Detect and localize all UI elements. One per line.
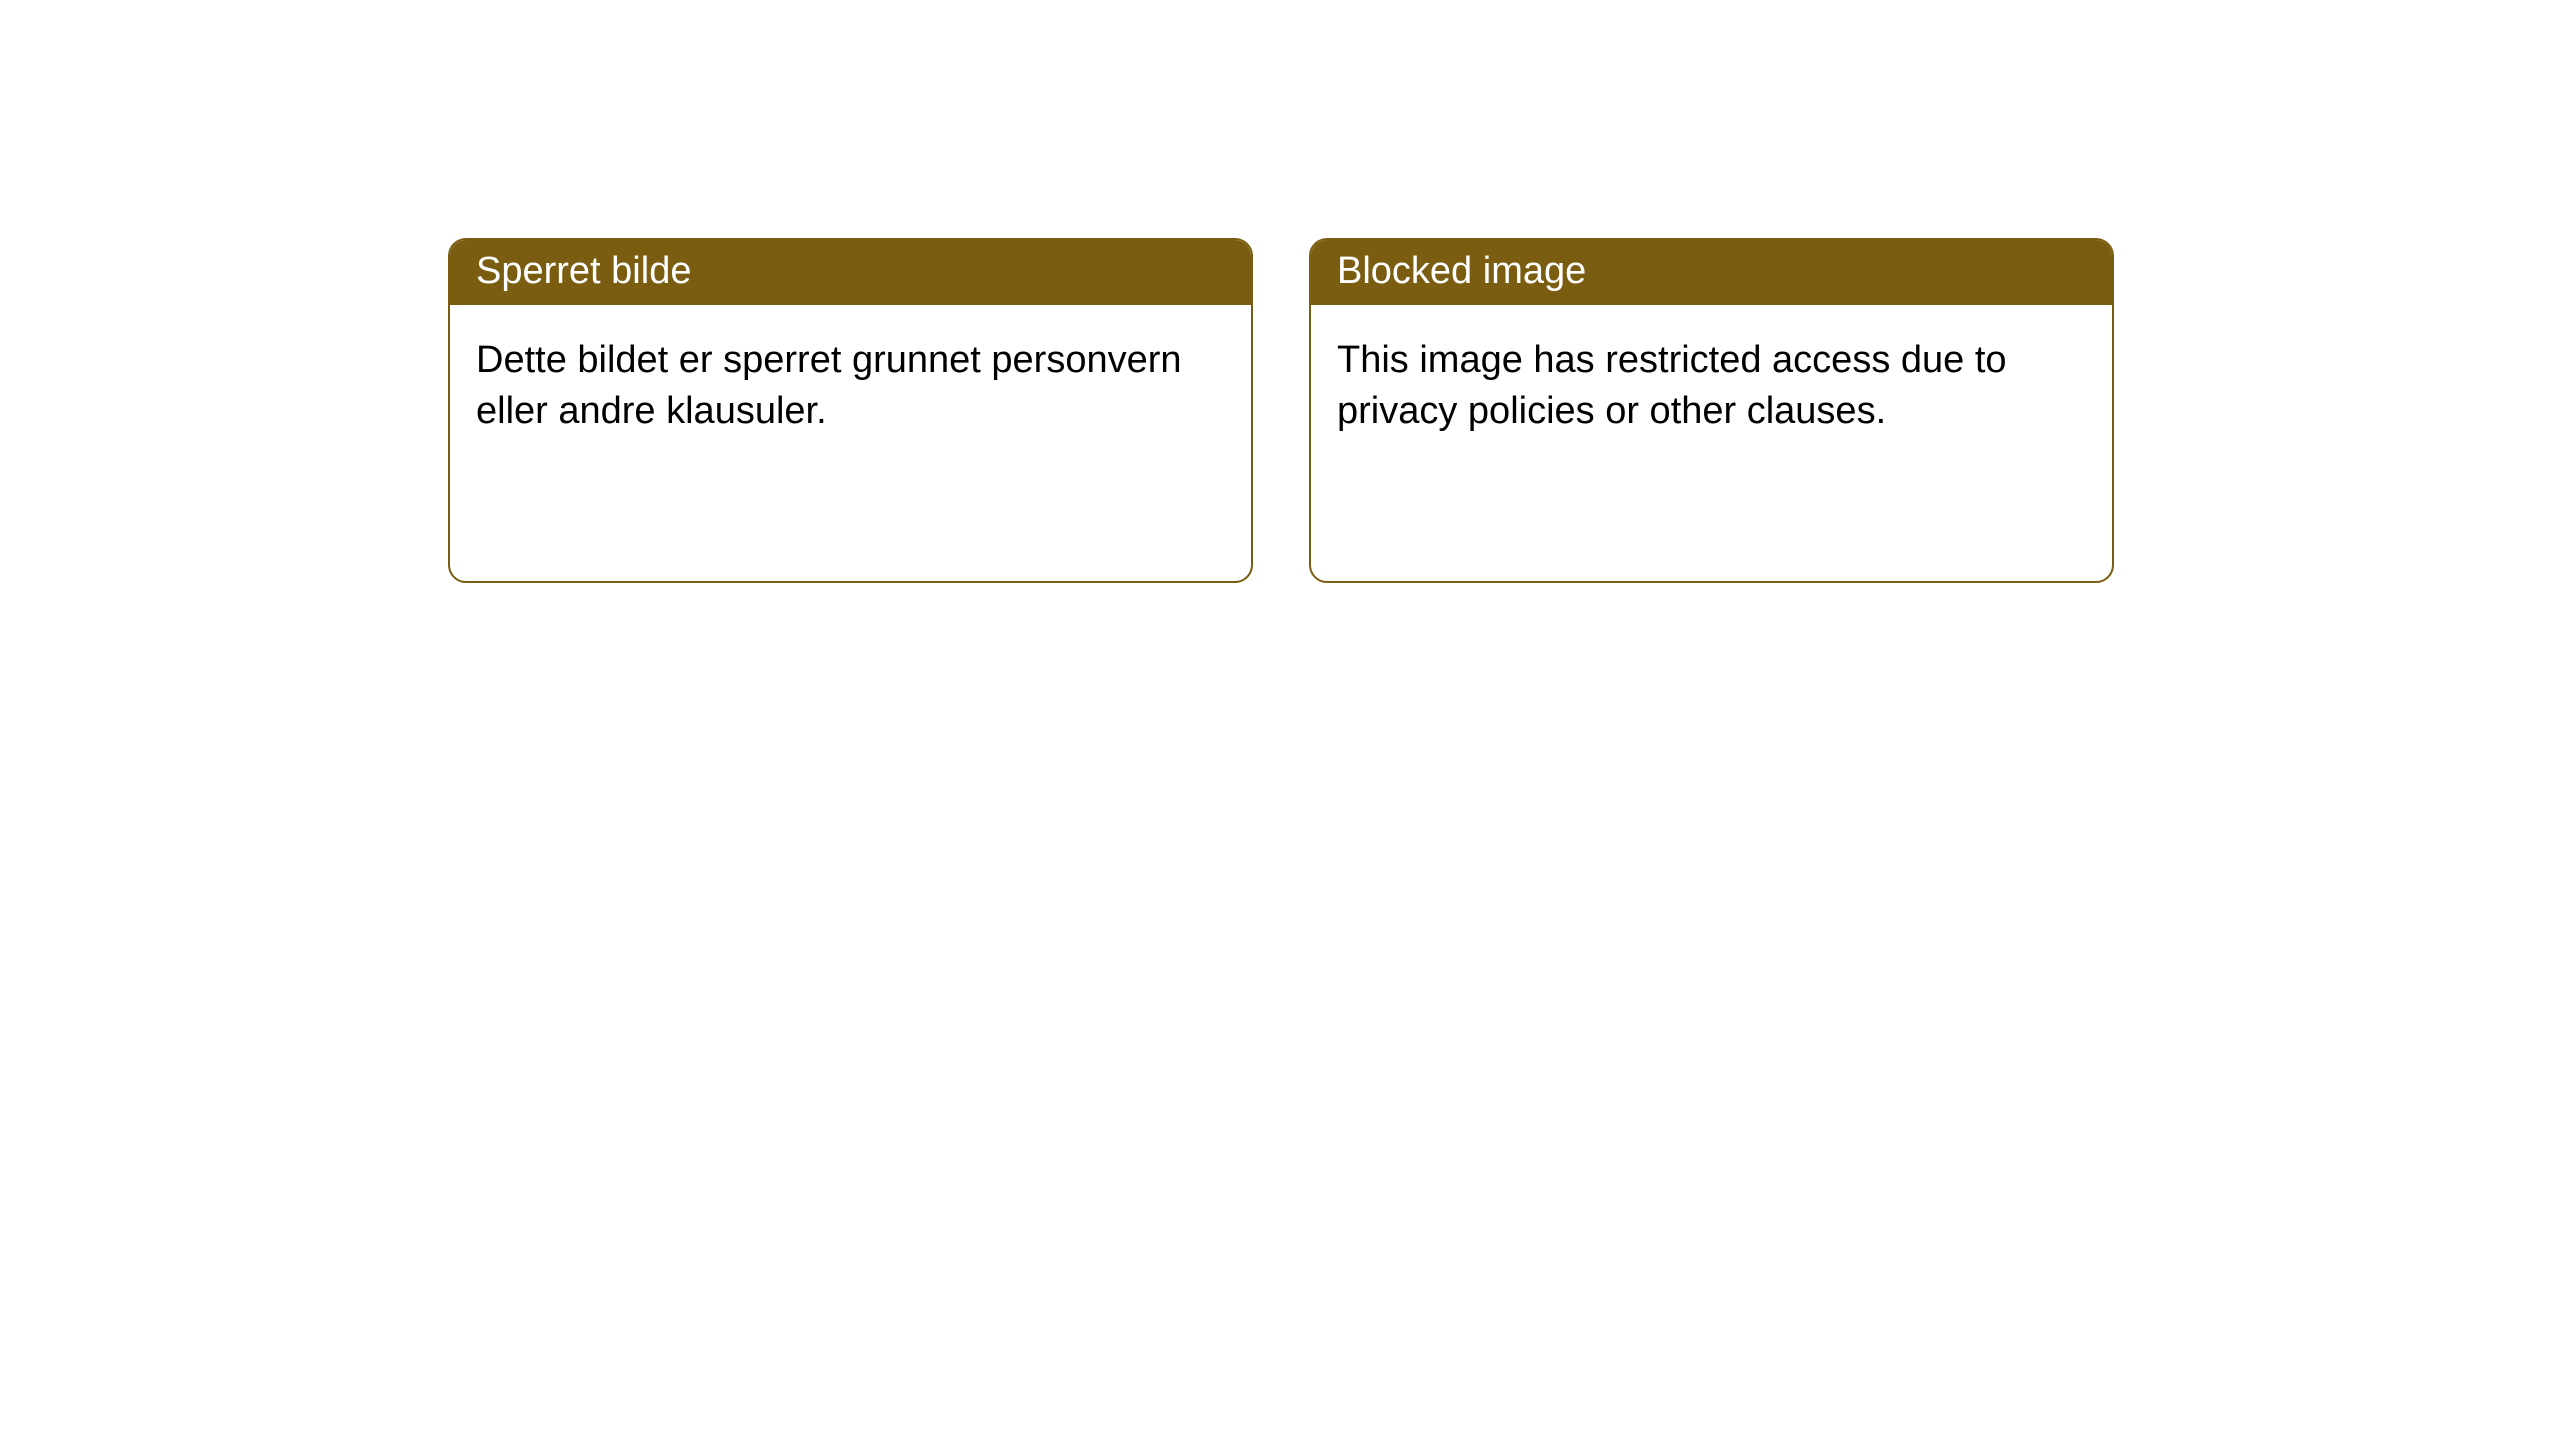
notice-card-english: Blocked image This image has restricted …: [1309, 238, 2114, 583]
notice-container: Sperret bilde Dette bildet er sperret gr…: [0, 0, 2560, 583]
notice-card-norwegian: Sperret bilde Dette bildet er sperret gr…: [448, 238, 1253, 583]
notice-title-english: Blocked image: [1311, 240, 2112, 305]
notice-message-norwegian: Dette bildet er sperret grunnet personve…: [450, 305, 1251, 581]
notice-message-english: This image has restricted access due to …: [1311, 305, 2112, 581]
notice-title-norwegian: Sperret bilde: [450, 240, 1251, 305]
